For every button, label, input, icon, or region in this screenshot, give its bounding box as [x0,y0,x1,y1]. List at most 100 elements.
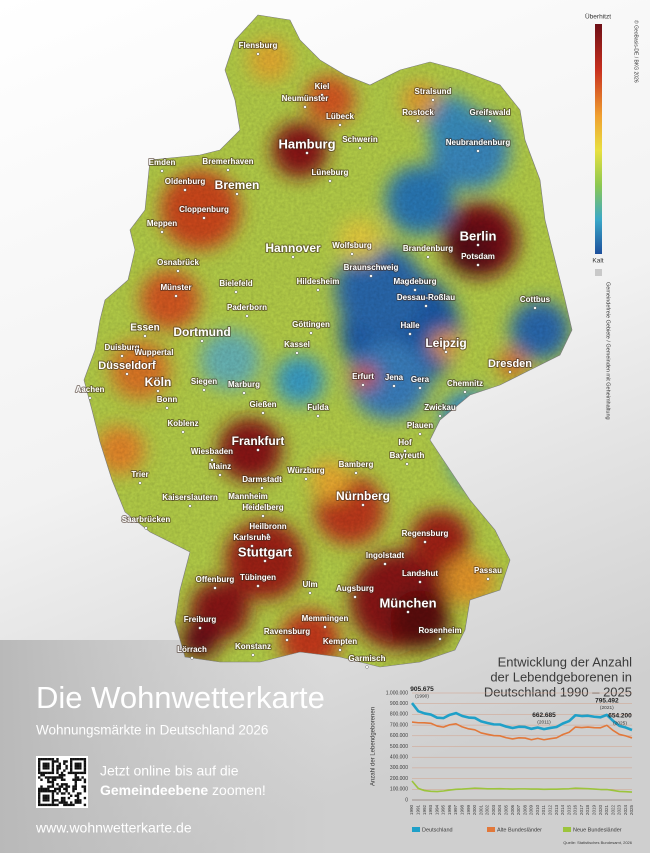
qr-module [83,803,87,807]
city-label: Fulda [307,403,329,412]
data-label-year: (2011) [537,719,551,725]
x-tick-label: 2020 [598,804,603,815]
x-tick-label: 2005 [504,804,509,815]
city-dot [508,370,512,374]
qr-module [83,767,87,770]
city-dot [226,168,230,172]
city-dot [320,93,324,97]
qr-module [51,801,55,804]
city-label: Dessau-Roßlau [397,293,455,302]
y-tick-label: 300.000 [390,765,408,771]
series-line [410,702,633,732]
city-label: Kassel [284,340,310,349]
city-label: Flensburg [239,41,278,50]
city-label: Cottbus [520,295,551,304]
city-dot [426,255,430,259]
qr-module [58,790,61,793]
qr-module [40,785,43,788]
qr-module [38,799,41,802]
qr-module [70,794,73,797]
qr-module [44,776,48,779]
city-label: Bielefeld [219,279,252,288]
x-tick-label: 2025 [629,804,634,815]
qr-module [51,780,55,784]
qr-module [70,760,73,763]
qr-module [58,785,61,788]
qr-module [47,778,50,781]
city-label: Osnabrück [157,258,199,267]
x-tick-label: 1999 [466,804,471,815]
city-dot [190,656,194,660]
city-dot [256,52,260,56]
qr-module [65,803,68,807]
city-label: Tübingen [240,573,276,582]
qr-module [70,764,73,768]
y-tick-label: 100.000 [390,787,408,793]
city-dot [266,533,270,537]
qr-module [42,758,45,761]
qr-module [54,799,57,802]
qr-module [51,767,55,770]
city-dot [261,411,265,415]
qr-module [51,796,55,800]
x-tick-label: 2001 [478,804,483,815]
city-label: Darmstadt [242,475,282,484]
legend-label: Deutschland [422,827,453,833]
chart-title: Deutschland 1990 – 2025 [484,684,632,699]
city-dot [423,540,427,544]
qr-module [42,794,45,797]
city-label: Düsseldorf [98,360,156,372]
qr-module [56,767,59,770]
qr-module [51,771,55,775]
qr-module [79,799,82,802]
qr-module [40,778,43,781]
city-dot [418,580,422,584]
series-line [411,780,633,793]
qr-module [42,787,45,791]
city-dot [405,462,409,466]
qr-module [51,803,55,807]
city-label: Meppen [147,219,177,228]
y-tick-label: 800.000 [390,712,408,718]
y-tick-label: 0 [405,797,408,803]
city-label: Brandenburg [403,244,453,253]
qr-code[interactable] [36,756,88,808]
x-tick-label: 2013 [554,804,559,815]
city-dot [160,230,164,234]
qr-module [51,783,55,786]
city-dot [358,146,362,150]
url[interactable]: www.wohnwetterkarte.de [35,820,192,836]
city-dot [295,351,299,355]
qr-module [79,758,82,761]
x-tick-label: 2003 [491,804,496,815]
legend-swatch [412,827,420,832]
x-tick-label: 1997 [453,804,458,815]
qr-module [58,764,61,768]
qr-module [60,774,64,777]
legend-swatch [563,827,571,832]
qr-module [38,790,41,793]
qr-module [70,758,73,761]
qr-module [72,790,75,793]
qr-module [76,771,80,775]
qr-module [67,803,71,807]
qr-module [42,771,45,775]
x-tick-label: 2006 [510,804,515,815]
qr-module [65,767,68,770]
qr-module [47,758,50,761]
qr-module [63,762,66,765]
qr-module [38,767,41,770]
city-label: Greifswald [470,108,511,117]
qr-module [40,758,43,761]
city-dot [181,430,185,434]
qr-module [65,787,68,791]
qr-module [56,764,59,768]
qr-module [63,792,66,795]
city-dot [251,653,255,657]
qr-module [49,785,52,788]
qr-module [74,774,77,777]
city-dot [242,391,246,395]
qr-module [74,764,77,768]
qr-module [49,780,52,784]
